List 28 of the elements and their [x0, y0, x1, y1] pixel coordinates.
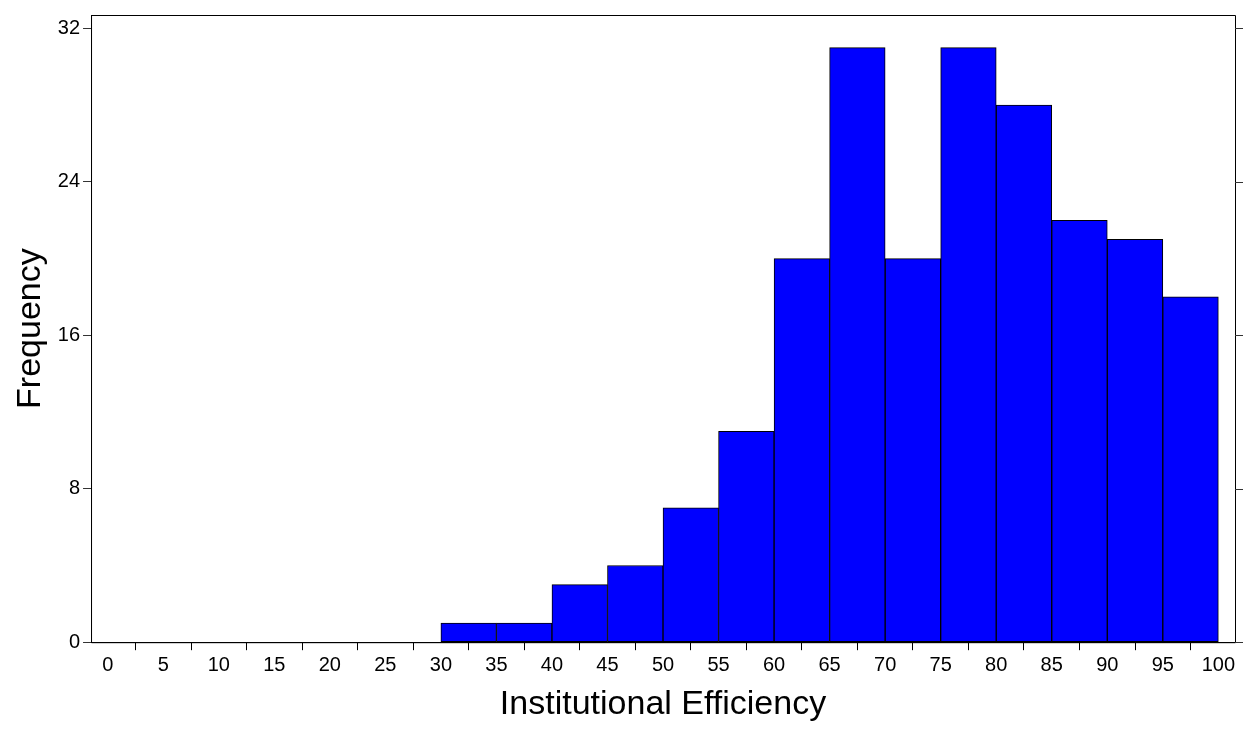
y-tick-label: 16 [57, 322, 81, 345]
y-tick-label: 32 [57, 15, 81, 38]
x-tick-label: 25 [374, 652, 397, 675]
x-tick-label: 0 [102, 652, 114, 675]
x-tick-label: 85 [1040, 652, 1063, 675]
x-tick-label: 10 [207, 652, 230, 675]
x-tick-label: 5 [157, 652, 169, 675]
x-tick-label: 70 [874, 652, 897, 675]
x-tick-label: 45 [596, 652, 619, 675]
y-tick-label: 0 [68, 629, 81, 652]
x-tick-label: 30 [429, 652, 453, 675]
x-tick-label: 50 [651, 652, 675, 675]
x-tick-label: 60 [762, 652, 786, 675]
x-tick-label: 90 [1096, 652, 1119, 675]
y-tick-label: 8 [68, 476, 81, 499]
x-tick-label: 100 [1201, 652, 1236, 675]
x-tick-label: 65 [818, 652, 841, 675]
x-tick-label: 15 [263, 652, 286, 675]
x-tick-label: 35 [485, 652, 508, 675]
x-tick-label: 80 [985, 652, 1008, 675]
x-tick-label: 75 [929, 652, 952, 675]
x-tick-label: 95 [1151, 652, 1174, 675]
x-tick-label: 55 [707, 652, 730, 675]
x-tick-label: 40 [540, 652, 564, 675]
x-tick-label: 20 [318, 652, 341, 675]
y-tick-label: 24 [57, 169, 81, 192]
y-axis-title: Frequency [8, 248, 47, 409]
x-axis-title: Institutional Efficiency [499, 682, 827, 721]
